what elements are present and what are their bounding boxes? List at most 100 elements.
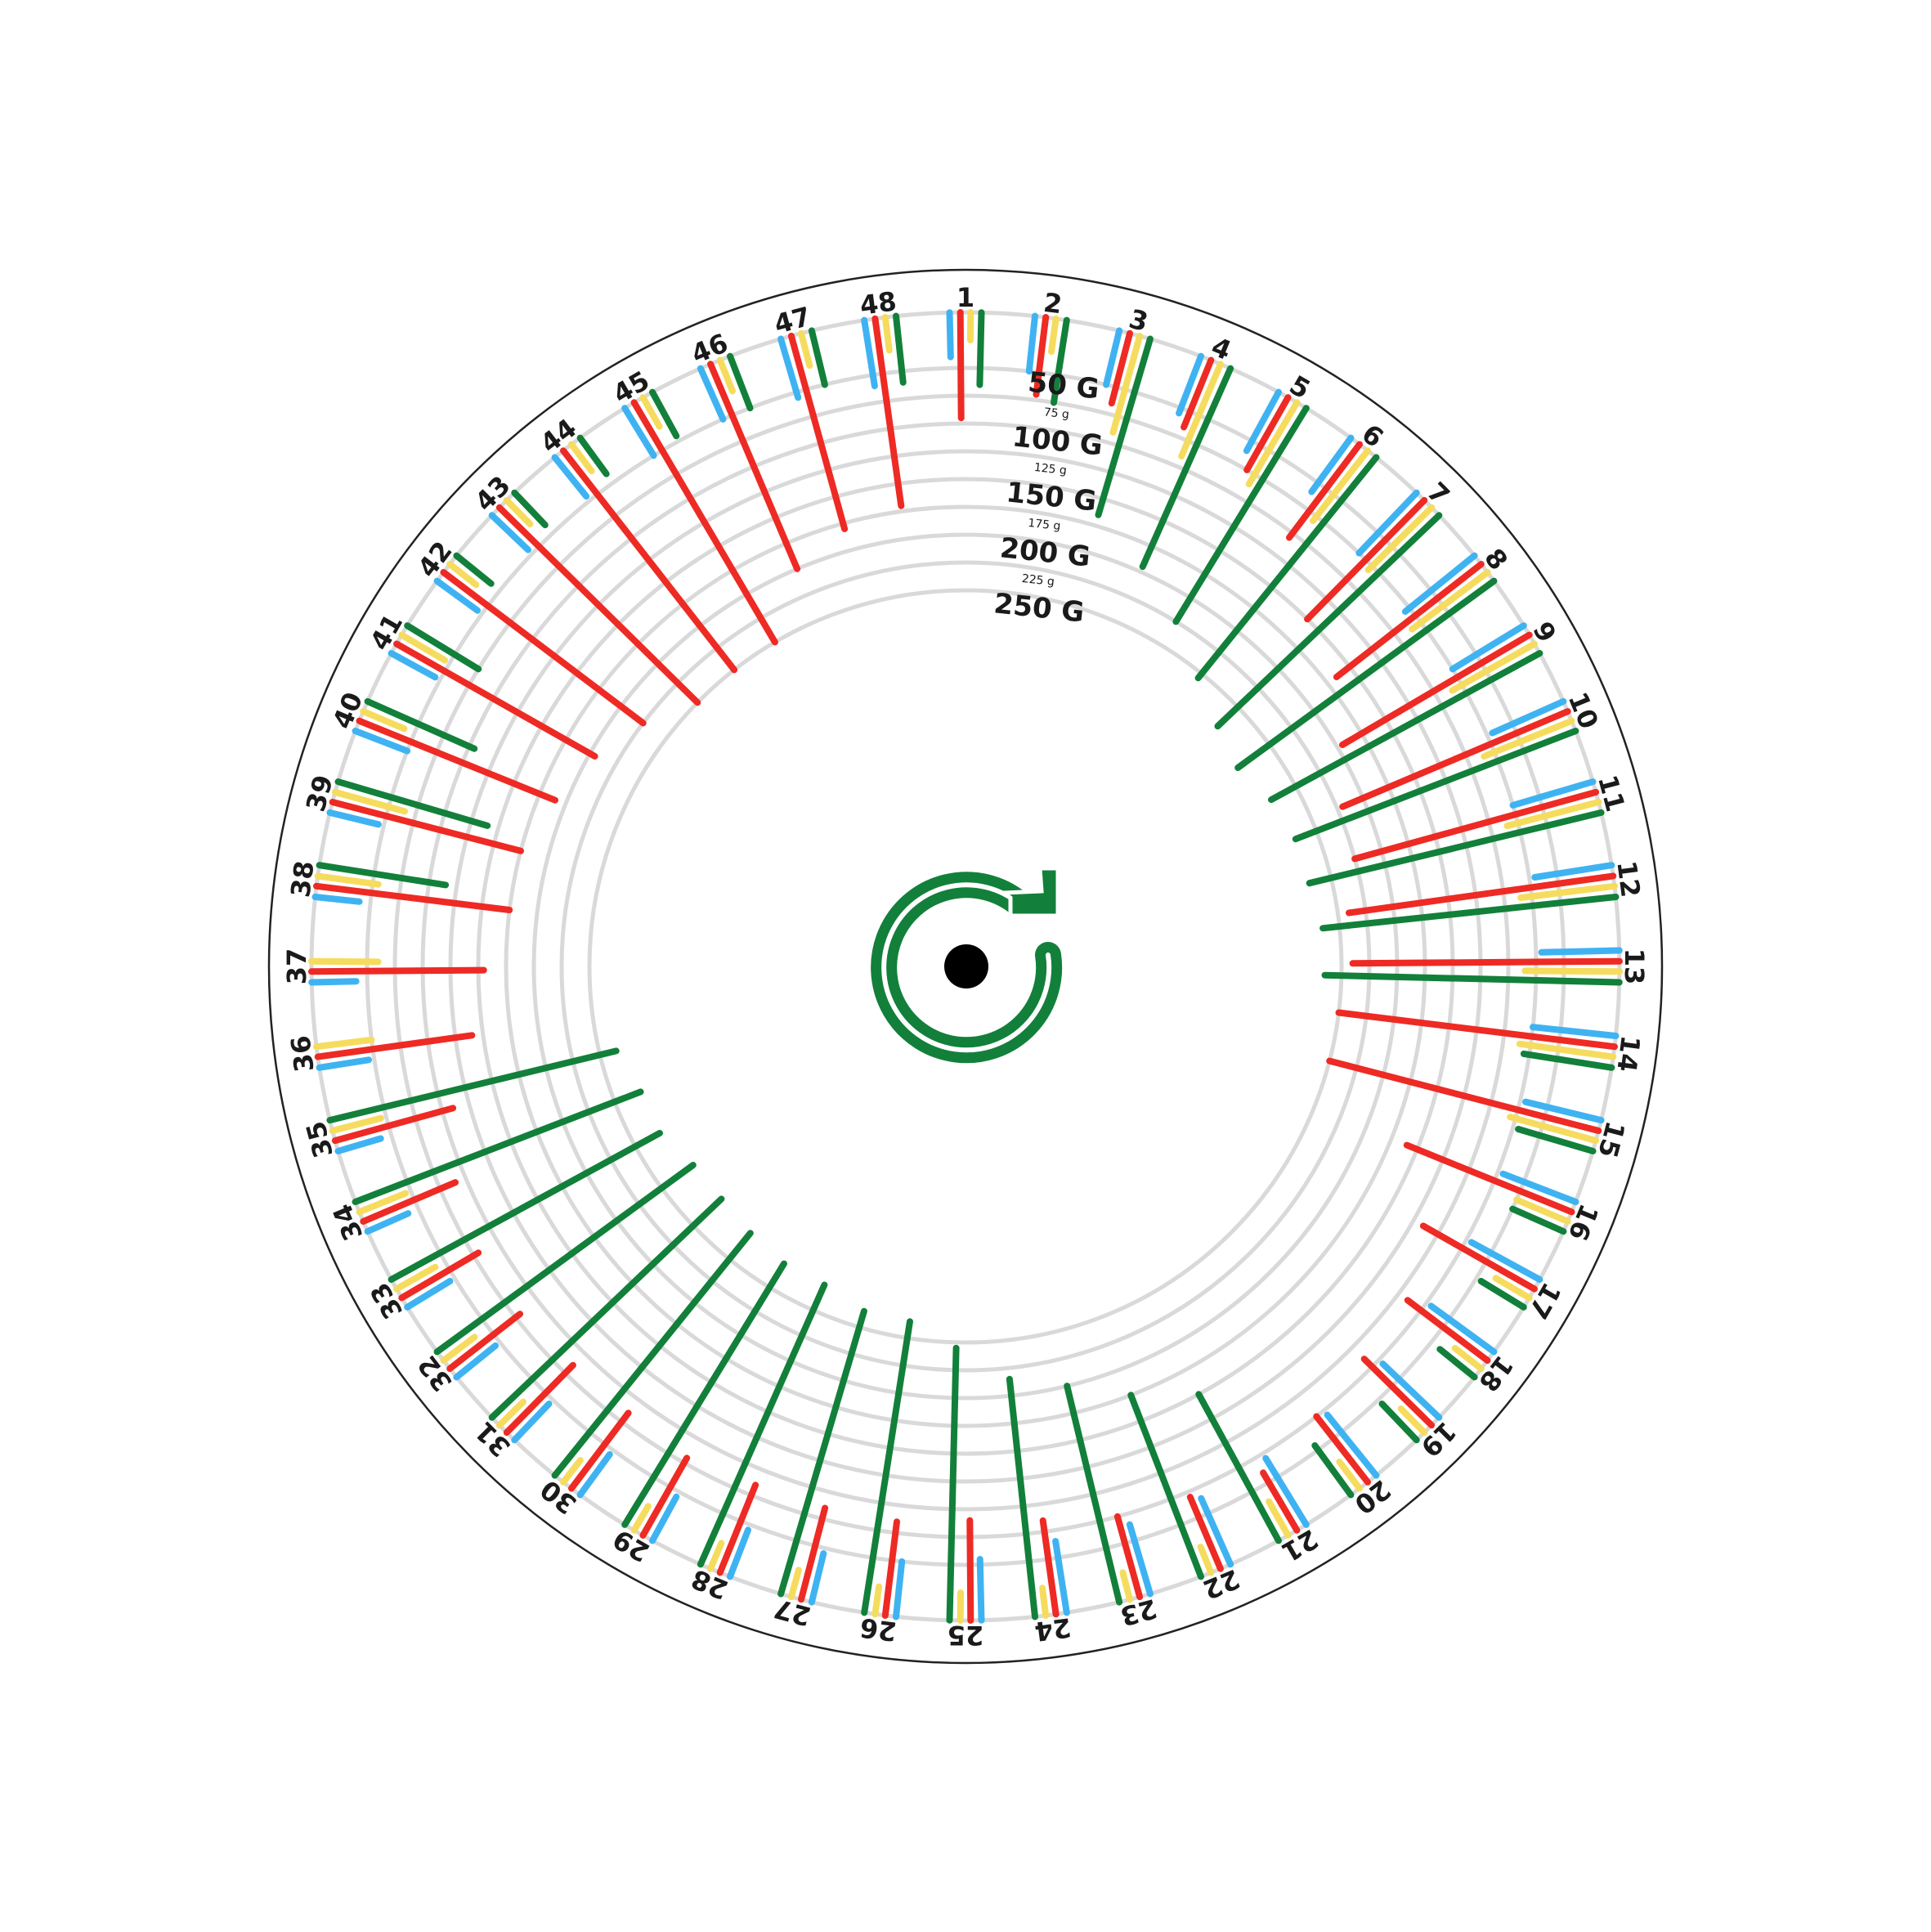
bar-slot-38-blue (311, 894, 363, 905)
bar-slot-29-green (621, 1260, 787, 1528)
bar-slot-11-red (1351, 788, 1600, 863)
slot-label-38: 38 (284, 859, 320, 899)
bar-slot-10-blue (1489, 697, 1567, 737)
bar-slot-47-yellow (798, 329, 813, 370)
bar-slot-20-red (1313, 1413, 1371, 1486)
bar-slot-15-green (1515, 1126, 1597, 1154)
bar-slot-23-red (1113, 1513, 1144, 1601)
grid-ring (587, 588, 1344, 1345)
bar-slot-35-yellow (329, 1114, 384, 1134)
bar-slot-29-blue (649, 1493, 680, 1544)
bars-layer (308, 309, 1623, 1624)
bar-slot-43-green (511, 489, 549, 529)
grid-layer (309, 310, 1622, 1623)
bar-slot-34-yellow (356, 1190, 410, 1216)
bar-slot-20-green (1311, 1442, 1355, 1499)
bar-slot-47-blue (777, 335, 802, 401)
bar-slot-39-green (334, 778, 491, 829)
bar-slot-23-green (1064, 1383, 1123, 1606)
bar-slot-7-blue (1355, 489, 1420, 557)
bar-slot-12-green (1319, 894, 1620, 932)
bar-slot-38-yellow (314, 872, 382, 888)
bar-slot-15-yellow (1507, 1114, 1600, 1145)
bar-slot-28-yellow (707, 1540, 725, 1572)
ring-label-minor: 175 g (1028, 517, 1062, 533)
bar-slot-16-blue (1499, 1170, 1579, 1205)
bar-slot-21-red (1260, 1469, 1301, 1534)
bar-slot-19-blue (1379, 1360, 1443, 1421)
bar-slot-47-red (787, 332, 849, 532)
bar-slot-44-green (576, 434, 610, 477)
bar-slot-22-red (1186, 1494, 1224, 1572)
bar-slot-25-green (946, 1344, 960, 1624)
bar-slot-18-red (1404, 1297, 1491, 1364)
bar-slot-42-green (453, 552, 495, 587)
slot-label-26: 26 (858, 1611, 898, 1647)
bar-slot-21-yellow (1266, 1498, 1292, 1539)
bar-slot-18-blue (1427, 1302, 1498, 1356)
bar-slot-16-yellow (1513, 1196, 1571, 1225)
bar-slot-22-yellow (1197, 1544, 1215, 1576)
bar-slot-11-yellow (1503, 799, 1602, 830)
bar-slot-18-green (1436, 1346, 1478, 1381)
bar-slot-30-yellow (560, 1457, 584, 1486)
bar-slot-37-red (308, 966, 487, 975)
bar-slot-21-blue (1262, 1455, 1310, 1528)
bar-slot-31-red (503, 1361, 576, 1437)
bar-slot-35-blue (334, 1135, 384, 1154)
bar-slot-46-yellow (716, 356, 736, 395)
grid-ring (420, 421, 1511, 1512)
bar-slot-30-red (568, 1410, 632, 1492)
bar-slot-27-red (798, 1504, 829, 1603)
bar-slot-6-yellow (1310, 447, 1371, 524)
bar-slot-9-yellow (1449, 640, 1538, 694)
bar-slot-26-yellow (871, 1583, 883, 1618)
bar-slot-27-green (777, 1307, 867, 1598)
bar-slot-5-yellow (1245, 399, 1301, 487)
slot-label-1: 1 (957, 282, 974, 313)
bar-slot-30-blue (576, 1450, 613, 1499)
bar-slot-2-green (1051, 316, 1070, 406)
bar-slot-28-red (716, 1481, 759, 1576)
bar-slot-18-yellow (1451, 1344, 1485, 1372)
bar-slot-48-blue (861, 316, 878, 390)
bar-slot-1-green (976, 309, 985, 388)
bar-slot-14-green (1520, 1050, 1615, 1071)
bar-slot-38-green (316, 862, 450, 889)
ring-label-minor: 125 g (1033, 461, 1068, 477)
bar-slot-20-yellow (1336, 1458, 1363, 1492)
bar-slot-36-yellow (313, 1036, 375, 1051)
bar-slot-20-blue (1324, 1411, 1380, 1479)
bar-slot-12-yellow (1517, 882, 1618, 901)
bar-slot-2-blue (1025, 312, 1038, 375)
bar-slot-7-yellow (1364, 504, 1436, 574)
bar-slot-33-yellow (393, 1263, 439, 1293)
bar-slot-24-red (1039, 1517, 1060, 1618)
bar-slot-43-blue (488, 512, 531, 554)
bar-slot-40-blue (352, 728, 411, 755)
bar-slot-3-yellow (1109, 332, 1144, 436)
bar-slot-13-red (1349, 957, 1623, 967)
bar-slot-19-green (1378, 1401, 1420, 1444)
slot-label-37: 37 (281, 948, 312, 985)
bar-slot-28-blue (727, 1526, 751, 1580)
slot-label-36: 36 (284, 1033, 320, 1074)
bar-slot-32-green (433, 1162, 697, 1356)
rotate-clockwise-icon (871, 866, 1063, 1064)
bar-slot-33-green (388, 1129, 663, 1283)
bar-slot-8-blue (1401, 552, 1478, 615)
bar-slot-39-yellow (331, 788, 409, 815)
bar-slot-34-red (360, 1179, 459, 1225)
bar-slot-6-green (1194, 454, 1380, 682)
bar-slot-10-yellow (1481, 717, 1575, 760)
bar-slot-36-blue (316, 1056, 373, 1071)
bar-slot-24-blue (1052, 1538, 1070, 1616)
bar-slot-26-red (881, 1518, 900, 1619)
bar-slot-28-green (697, 1281, 828, 1568)
bar-slot-29-yellow (630, 1503, 652, 1534)
bar-slot-4-yellow (1178, 361, 1224, 459)
bar-slot-3-green (1095, 335, 1154, 518)
slot-label-2: 2 (1042, 287, 1064, 321)
bar-slot-45-green (649, 388, 680, 440)
bar-slot-32-blue (453, 1342, 499, 1381)
